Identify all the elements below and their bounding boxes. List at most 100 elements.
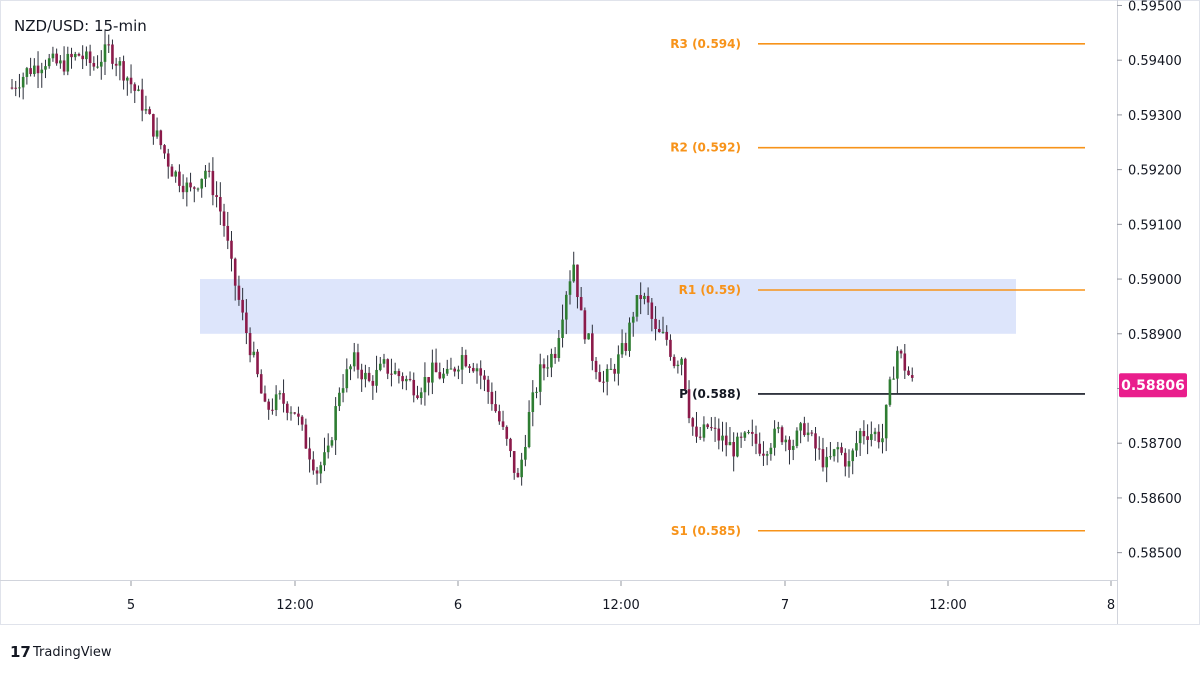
candle[interactable] <box>706 423 709 430</box>
candle[interactable] <box>44 59 47 79</box>
candle[interactable] <box>643 292 646 305</box>
candle[interactable] <box>304 418 308 449</box>
candle[interactable] <box>207 162 211 178</box>
candle[interactable] <box>613 363 616 382</box>
candle[interactable] <box>126 76 129 96</box>
candle[interactable] <box>546 355 549 378</box>
candle[interactable] <box>628 317 631 357</box>
candle[interactable] <box>460 346 464 385</box>
candle[interactable] <box>230 230 233 272</box>
candle[interactable] <box>825 447 828 483</box>
candle[interactable] <box>189 172 192 192</box>
candle[interactable] <box>375 355 378 393</box>
candle[interactable] <box>903 344 907 379</box>
candle[interactable] <box>870 421 873 447</box>
candle[interactable] <box>713 416 717 442</box>
candle[interactable] <box>360 363 363 392</box>
candle[interactable] <box>256 349 259 378</box>
candle[interactable] <box>639 282 642 315</box>
candle[interactable] <box>587 333 590 340</box>
candle[interactable] <box>137 85 140 92</box>
candle[interactable] <box>397 368 401 384</box>
candle[interactable] <box>408 371 412 382</box>
candle[interactable] <box>572 251 576 283</box>
candle[interactable] <box>200 178 204 198</box>
candle[interactable] <box>736 432 739 458</box>
candle[interactable] <box>710 417 713 431</box>
candle[interactable] <box>248 327 252 363</box>
candle[interactable] <box>821 437 825 472</box>
candle[interactable] <box>795 427 799 449</box>
candle[interactable] <box>405 375 408 391</box>
candle[interactable] <box>791 439 795 461</box>
candle[interactable] <box>773 420 776 456</box>
candle[interactable] <box>788 436 791 465</box>
candle[interactable] <box>832 448 836 462</box>
candle[interactable] <box>899 349 903 359</box>
candle[interactable] <box>728 427 732 446</box>
candle[interactable] <box>271 398 274 415</box>
candle[interactable] <box>412 372 416 403</box>
candle[interactable] <box>10 78 14 90</box>
candle[interactable] <box>650 297 654 332</box>
candle[interactable] <box>799 421 802 444</box>
candle[interactable] <box>843 448 847 477</box>
candle[interactable] <box>576 264 579 309</box>
candle[interactable] <box>367 367 371 383</box>
candle[interactable] <box>129 64 133 94</box>
candle[interactable] <box>401 372 404 390</box>
candle[interactable] <box>494 390 497 413</box>
candle[interactable] <box>233 257 237 301</box>
candle[interactable] <box>423 362 427 406</box>
candle[interactable] <box>527 400 531 449</box>
candle[interactable] <box>352 342 356 372</box>
candle[interactable] <box>338 387 341 412</box>
candle[interactable] <box>765 450 769 466</box>
candle[interactable] <box>300 415 304 431</box>
candle[interactable] <box>103 30 107 76</box>
candle[interactable] <box>96 55 99 69</box>
candle[interactable] <box>881 423 884 454</box>
candle[interactable] <box>617 345 620 386</box>
candle[interactable] <box>620 329 624 358</box>
tradingview-logo[interactable]: 17 TradingView <box>10 643 112 661</box>
candle[interactable] <box>672 354 676 369</box>
candle[interactable] <box>382 353 386 368</box>
candle[interactable] <box>468 364 471 373</box>
candle[interactable] <box>877 424 881 449</box>
candle[interactable] <box>520 452 523 486</box>
candle[interactable] <box>174 170 177 183</box>
candle[interactable] <box>542 358 546 381</box>
candle[interactable] <box>855 430 858 457</box>
candle[interactable] <box>676 360 680 374</box>
candle[interactable] <box>308 437 311 473</box>
candle[interactable] <box>780 425 784 445</box>
candle[interactable] <box>665 325 669 346</box>
candle[interactable] <box>516 467 520 478</box>
candle[interactable] <box>192 186 196 203</box>
candle[interactable] <box>178 164 181 193</box>
candle[interactable] <box>490 382 494 411</box>
candle[interactable] <box>73 51 77 61</box>
candle[interactable] <box>896 346 899 394</box>
candle[interactable] <box>144 95 148 115</box>
candle[interactable] <box>215 181 218 208</box>
candle[interactable] <box>858 428 862 456</box>
candle[interactable] <box>687 380 691 424</box>
candle[interactable] <box>884 404 888 452</box>
candle[interactable] <box>51 46 55 62</box>
candle[interactable] <box>166 148 170 179</box>
candle[interactable] <box>431 349 434 395</box>
candle[interactable] <box>196 187 200 192</box>
candle[interactable] <box>25 66 29 85</box>
candle[interactable] <box>278 390 282 400</box>
candle[interactable] <box>21 72 25 100</box>
candle[interactable] <box>840 442 843 456</box>
candle[interactable] <box>312 451 315 475</box>
candle[interactable] <box>910 367 914 382</box>
candle[interactable] <box>341 374 345 403</box>
candle[interactable] <box>892 366 895 380</box>
candle[interactable] <box>568 270 572 305</box>
candle[interactable] <box>434 348 438 373</box>
candle[interactable] <box>107 34 111 54</box>
